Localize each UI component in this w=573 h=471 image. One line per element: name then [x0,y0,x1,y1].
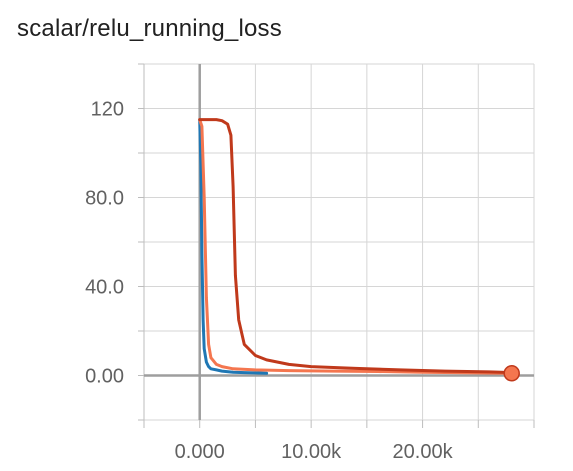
x-tick-label: 0.000 [175,441,225,463]
x-tick-label: 20.00k [393,441,454,463]
chart-title: scalar/relu_running_loss [17,15,282,42]
y-tick-label: 40.0 [85,277,124,299]
series-line-1 [198,118,269,375]
tick-label-layer: 0.00 40.0 80.0 120 0.000 10.00k 20.00k [85,99,520,463]
x-tick-label: 10.00k [281,441,342,463]
y-tick-label: 120 [91,99,124,121]
series-line-3 [198,118,514,375]
y-tick-label: 0.00 [85,366,124,388]
series-layer [198,118,514,375]
series-line-2 [198,118,514,375]
y-tick-label: 80.0 [85,188,124,210]
last-point-marker [503,365,520,382]
